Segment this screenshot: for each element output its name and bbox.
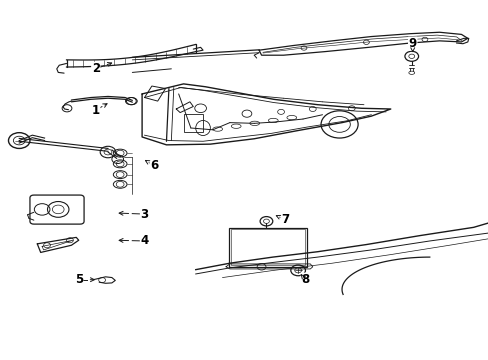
Text: 8: 8 (301, 273, 309, 286)
FancyBboxPatch shape (228, 228, 306, 267)
Text: 2: 2 (92, 62, 100, 75)
FancyBboxPatch shape (230, 229, 305, 265)
Bar (183, 114, 203, 132)
FancyBboxPatch shape (30, 195, 84, 224)
Text: 9: 9 (408, 37, 416, 50)
Text: 6: 6 (150, 159, 158, 172)
Text: 1: 1 (92, 104, 100, 117)
Text: 7: 7 (280, 213, 288, 226)
Text: 3: 3 (140, 208, 148, 221)
Text: 5: 5 (75, 273, 82, 286)
Text: 4: 4 (140, 234, 148, 247)
